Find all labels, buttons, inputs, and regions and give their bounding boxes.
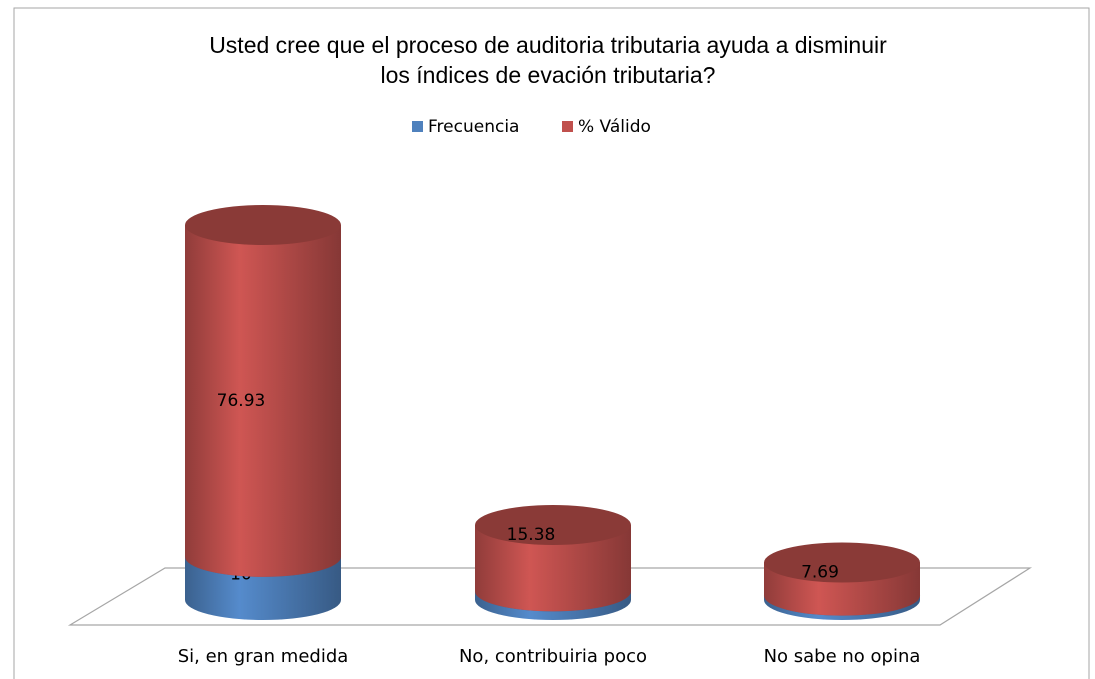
- chart-title: Usted cree que el proceso de auditoria t…: [209, 32, 887, 88]
- cylinder-cap: [475, 505, 631, 546]
- value-label: 76.93: [217, 391, 266, 411]
- chart-border: [13, 7, 1090, 679]
- cylinder-cap: [764, 542, 920, 583]
- cylinder-cap: [185, 205, 341, 245]
- value-label: 15.38: [507, 525, 556, 545]
- bar-segment: [185, 205, 341, 577]
- x-tick-label: Si, en gran medida: [178, 646, 349, 667]
- floor: [67, 567, 1033, 626]
- legend-swatch: [412, 121, 423, 132]
- legend-swatch: [562, 121, 573, 132]
- x-tick-label: No sabe no opina: [764, 646, 921, 667]
- cylinder-body: [185, 225, 341, 577]
- bar-segment: [475, 505, 631, 612]
- cylinder-body: [475, 525, 631, 612]
- value-label: 7.69: [801, 563, 839, 583]
- bar-segment: [764, 542, 920, 616]
- legend-label: % Válido: [578, 117, 651, 137]
- legend-label: Frecuencia: [428, 117, 519, 137]
- x-tick-label: No, contribuiria poco: [459, 646, 647, 667]
